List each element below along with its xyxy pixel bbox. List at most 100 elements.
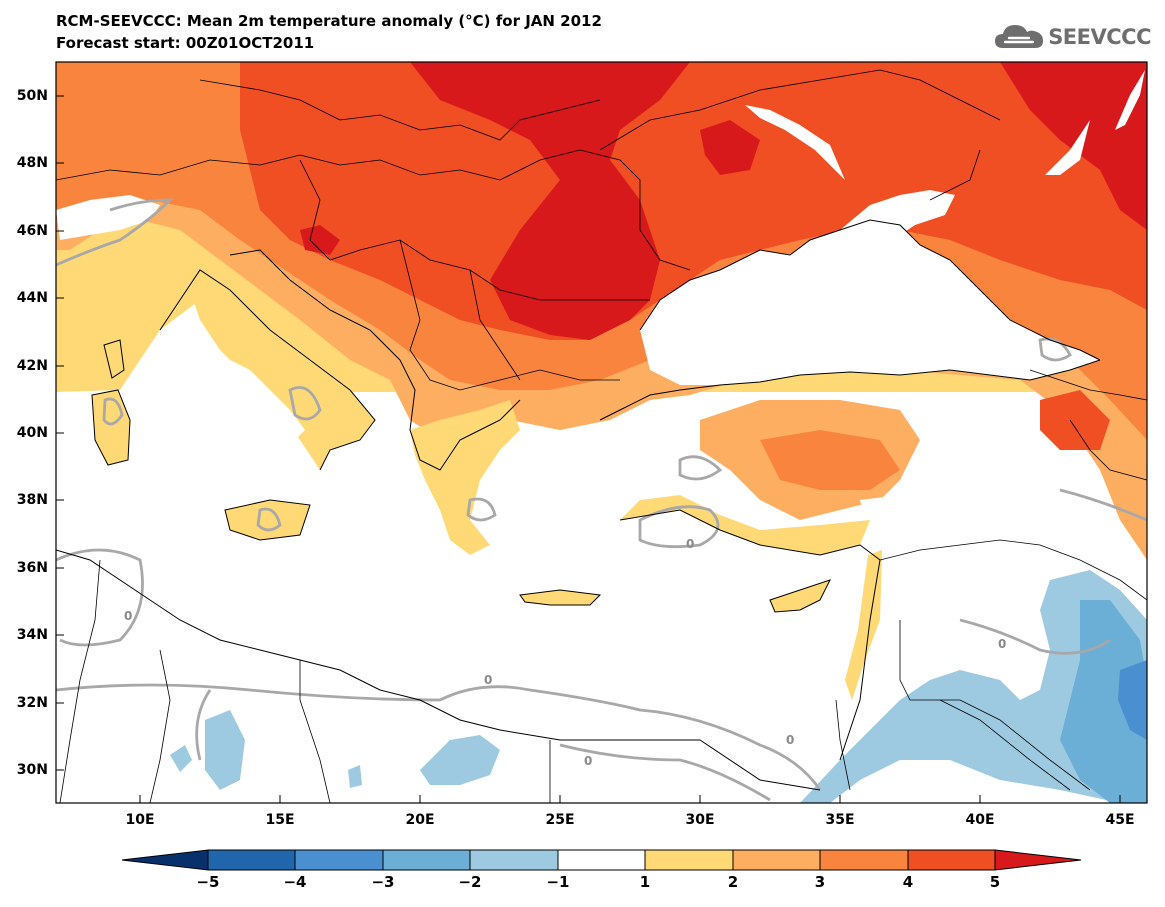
logo-text: SEEVCCC	[1048, 25, 1151, 49]
colorbar-segment	[469, 849, 559, 871]
colorbar-segment	[557, 849, 646, 871]
lat-tick-label: 30N	[16, 762, 48, 778]
anomaly-region-minus1-minus2	[205, 710, 245, 790]
colorbar-label: −4	[283, 873, 307, 891]
country-border	[1069, 419, 1147, 481]
colorbar-segment	[121, 849, 209, 871]
colorbar-label: 2	[727, 873, 739, 891]
contour-label: 0	[584, 754, 592, 768]
colorbar	[121, 849, 1082, 871]
country-border	[199, 79, 601, 141]
volga-reservoir	[1115, 70, 1145, 130]
zero-contour	[288, 386, 322, 421]
colorbar-label: −2	[458, 873, 482, 891]
lat-tick-label: 42N	[16, 358, 48, 374]
zero-contour	[1038, 337, 1072, 362]
country-border	[929, 149, 981, 201]
seevccc-logo: SEEVCCC	[993, 22, 1151, 52]
colorbar-segment	[644, 849, 734, 871]
zero-contour	[466, 497, 497, 522]
coastline	[91, 389, 131, 466]
anomaly-region-minus1-minus2	[170, 745, 192, 772]
lat-tick-label: 46N	[16, 223, 48, 239]
lon-tick-label: 10E	[125, 812, 155, 828]
crete-land	[520, 590, 600, 605]
anomaly-region-minus1-minus2	[420, 735, 500, 785]
coastline	[103, 339, 125, 379]
colorbar-label: 4	[902, 873, 914, 891]
country-border	[899, 620, 1091, 791]
zero-contour	[678, 455, 723, 481]
lon-tick-label: 45E	[1105, 812, 1135, 828]
anomaly-region-neutral	[610, 420, 700, 490]
coastline	[599, 359, 1101, 421]
greece-land	[410, 400, 520, 555]
country-border	[939, 699, 1071, 791]
country-border	[56, 149, 691, 271]
coastline	[56, 549, 821, 791]
cloud-icon	[995, 25, 1044, 48]
anomaly-region-gt5	[410, 62, 690, 340]
zero-contour	[559, 743, 771, 802]
black-sea	[640, 220, 1100, 385]
anomaly-region-4-5	[1040, 390, 1110, 450]
map-title: RCM-SEEVCCC: Mean 2m temperature anomaly…	[56, 12, 602, 30]
cyprus-land	[770, 580, 830, 612]
lat-tick-label: 40N	[16, 425, 48, 441]
colorbar-label: 3	[814, 873, 826, 891]
anomaly-region-minus1-minus2	[800, 570, 1147, 803]
zero-contour	[195, 689, 212, 761]
anomaly-region-4-5	[240, 62, 1147, 340]
anomaly-region-gt5	[700, 120, 760, 175]
lon-tick-label: 35E	[825, 812, 855, 828]
country-border	[599, 69, 1001, 151]
levant-land	[845, 550, 882, 700]
colorbar-label: 1	[639, 873, 651, 891]
zero-contour	[959, 618, 1111, 655]
colorbar-label: −5	[196, 873, 220, 891]
dnieper-reservoir	[745, 105, 845, 180]
country-border	[149, 649, 171, 803]
coastline	[639, 219, 1101, 361]
lon-tick-label: 30E	[685, 812, 715, 828]
zero-contour	[56, 198, 174, 267]
lat-tick-label: 36N	[16, 560, 48, 576]
lon-tick-label: 25E	[545, 812, 575, 828]
colorbar-segment	[994, 849, 1082, 871]
anomaly-region-neutral	[56, 195, 160, 240]
colorbar-segment	[382, 849, 471, 871]
country-border	[299, 660, 331, 803]
lat-tick-label: 50N	[16, 88, 48, 104]
zero-contour	[56, 683, 822, 791]
sicily-land	[225, 500, 310, 540]
lat-tick-label: 34N	[16, 627, 48, 643]
lon-tick-label: 15E	[265, 812, 295, 828]
turkey-land	[620, 495, 870, 555]
colorbar-label: 5	[989, 873, 1001, 891]
anomaly-region-gt5	[300, 225, 340, 255]
coastline	[229, 249, 521, 471]
contour-label: 0	[786, 733, 794, 747]
colorbar-segment	[207, 849, 296, 871]
colorbar-segment	[907, 849, 996, 871]
coastline	[159, 269, 376, 471]
lon-tick-label: 40E	[965, 812, 995, 828]
contour-label: 0	[686, 537, 694, 551]
italy-land	[190, 270, 375, 470]
colorbar-label: −3	[371, 873, 395, 891]
anomaly-region-minus3-minus4	[1118, 660, 1147, 740]
country-border	[399, 239, 620, 391]
country-border	[835, 699, 851, 791]
anomaly-region-neutral	[920, 395, 1030, 460]
anomaly-region-neutral	[860, 480, 1090, 545]
coastline	[224, 499, 311, 541]
lon-tick-label: 20E	[405, 812, 435, 828]
italy-land	[230, 360, 305, 440]
country-border	[1029, 369, 1147, 401]
country-border	[299, 159, 650, 301]
corsica-land	[104, 340, 124, 378]
country-border	[59, 559, 101, 803]
don-reservoir	[1045, 120, 1090, 175]
colorbar-label: −1	[546, 873, 570, 891]
crimea-sea	[835, 190, 955, 255]
